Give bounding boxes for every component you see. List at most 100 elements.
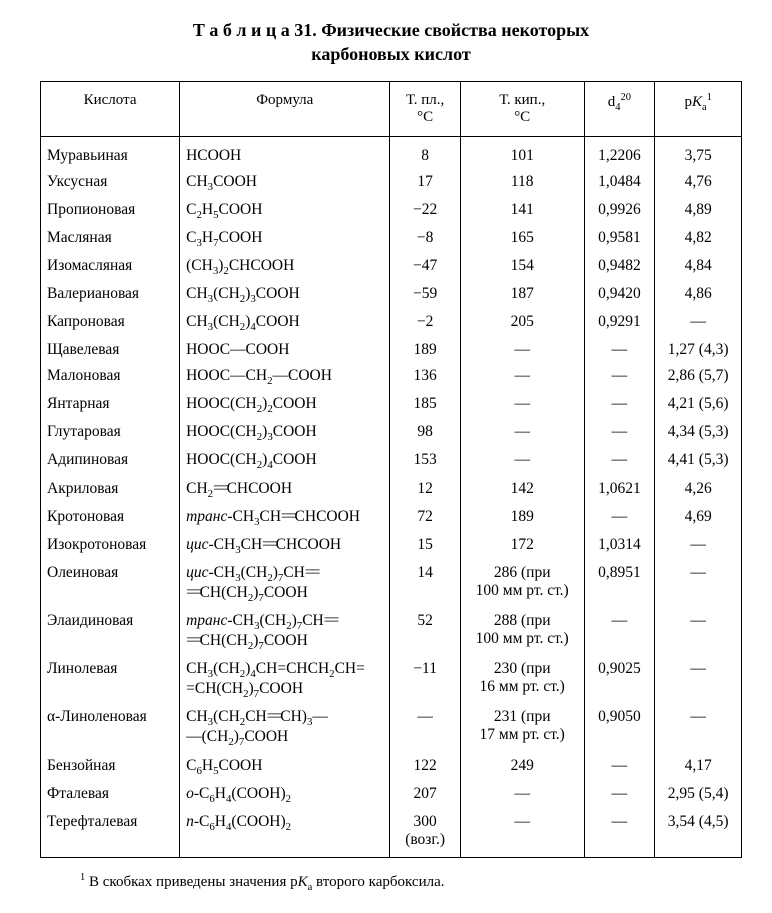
cell-name: Бензойная bbox=[41, 753, 180, 781]
cell-bp: 118 bbox=[460, 169, 584, 197]
cell-mp: −59 bbox=[390, 281, 460, 309]
table-row: БензойнаяC6H5COOH122249—4,17 bbox=[41, 753, 742, 781]
cell-formula: транс-CH3(CH2)7CH====CH(CH2)7COOH bbox=[180, 608, 390, 656]
cell-dens: — bbox=[584, 781, 655, 809]
cell-name: Адипиновая bbox=[41, 447, 180, 475]
cell-pka: 2,95 (5,4) bbox=[655, 781, 742, 809]
cell-name: Элаидиновая bbox=[41, 608, 180, 656]
cell-bp: 230 (при16 мм рт. ст.) bbox=[460, 656, 584, 704]
col-pka: pKa1 bbox=[655, 81, 742, 136]
table-row: Фталеваяо-C6H4(COOH)2207——2,95 (5,4) bbox=[41, 781, 742, 809]
cell-formula: о-C6H4(COOH)2 bbox=[180, 781, 390, 809]
footnote: 1 В скобках приведены значения pKa второ… bbox=[80, 872, 742, 893]
col-dens: d420 bbox=[584, 81, 655, 136]
cell-mp: 14 bbox=[390, 560, 460, 608]
cell-mp: −8 bbox=[390, 225, 460, 253]
cell-pka: 3,54 (4,5) bbox=[655, 809, 742, 858]
cell-dens: 0,9581 bbox=[584, 225, 655, 253]
cell-pka: 3,75 bbox=[655, 136, 742, 169]
title-line2: карбоновых кислот bbox=[311, 44, 471, 64]
cell-dens: 1,0621 bbox=[584, 476, 655, 504]
cell-name: Терефталевая bbox=[41, 809, 180, 858]
cell-mp: 8 bbox=[390, 136, 460, 169]
cell-bp: 205 bbox=[460, 309, 584, 337]
cell-dens: 0,9025 bbox=[584, 656, 655, 704]
cell-bp: 189 bbox=[460, 504, 584, 532]
table-row: АдипиноваяHOOC(CH2)4COOH153——4,41 (5,3) bbox=[41, 447, 742, 475]
table-row: Олеиноваяцис-CH3(CH2)7CH====CH(CH2)7COOH… bbox=[41, 560, 742, 608]
cell-pka: 4,26 bbox=[655, 476, 742, 504]
cell-mp: 185 bbox=[390, 391, 460, 419]
table-row: МалоноваяHOOC—CH2—COOH136——2,86 (5,7) bbox=[41, 363, 742, 391]
cell-formula: C6H5COOH bbox=[180, 753, 390, 781]
cell-mp: 153 bbox=[390, 447, 460, 475]
cell-pka: — bbox=[655, 608, 742, 656]
cell-pka: — bbox=[655, 309, 742, 337]
table-row: ПропионоваяC2H5COOH−221410,99264,89 bbox=[41, 197, 742, 225]
cell-formula: HOOC(CH2)3COOH bbox=[180, 419, 390, 447]
table-row: ГлутароваяHOOC(CH2)3COOH98——4,34 (5,3) bbox=[41, 419, 742, 447]
cell-bp: 172 bbox=[460, 532, 584, 560]
cell-mp: 207 bbox=[390, 781, 460, 809]
cell-formula: HOOC(CH2)4COOH bbox=[180, 447, 390, 475]
cell-name: Фталевая bbox=[41, 781, 180, 809]
cell-dens: — bbox=[584, 753, 655, 781]
cell-name: α-Линоленовая bbox=[41, 704, 180, 752]
table-row: ЯнтарнаяHOOC(CH2)2COOH185——4,21 (5,6) bbox=[41, 391, 742, 419]
cell-mp: −22 bbox=[390, 197, 460, 225]
cell-pka: — bbox=[655, 560, 742, 608]
table-row: ВалериановаяCH3(CH2)3COOH−591870,94204,8… bbox=[41, 281, 742, 309]
table-row: α-ЛиноленоваяCH3(CH2CH==CH)3——(CH2)7COOH… bbox=[41, 704, 742, 752]
table-row: КапроноваяCH3(CH2)4COOH−22050,9291— bbox=[41, 309, 742, 337]
cell-formula: HOOC—CH2—COOH bbox=[180, 363, 390, 391]
cell-dens: 1,0314 bbox=[584, 532, 655, 560]
cell-formula: CH3(CH2)4COOH bbox=[180, 309, 390, 337]
cell-bp: 101 bbox=[460, 136, 584, 169]
cell-formula: CH3(CH2)4CH=CHCH2CH==CH(CH2)7COOH bbox=[180, 656, 390, 704]
cell-mp: −47 bbox=[390, 253, 460, 281]
cell-bp: — bbox=[460, 809, 584, 858]
cell-formula: CH3(CH2)3COOH bbox=[180, 281, 390, 309]
cell-pka: 4,76 bbox=[655, 169, 742, 197]
acids-table: Кислота Формула Т. пл.,°C Т. кип.,°C d42… bbox=[40, 81, 742, 858]
cell-mp: −11 bbox=[390, 656, 460, 704]
cell-bp: — bbox=[460, 391, 584, 419]
cell-mp: −2 bbox=[390, 309, 460, 337]
table-row: УксуснаяCH3COOH171181,04844,76 bbox=[41, 169, 742, 197]
cell-dens: — bbox=[584, 504, 655, 532]
cell-dens: — bbox=[584, 809, 655, 858]
cell-mp: 72 bbox=[390, 504, 460, 532]
cell-mp: 136 bbox=[390, 363, 460, 391]
cell-name: Линолевая bbox=[41, 656, 180, 704]
cell-name: Муравьиная bbox=[41, 136, 180, 169]
cell-pka: 4,69 bbox=[655, 504, 742, 532]
cell-name: Пропионовая bbox=[41, 197, 180, 225]
cell-name: Изокротоновая bbox=[41, 532, 180, 560]
cell-pka: — bbox=[655, 656, 742, 704]
cell-dens: — bbox=[584, 391, 655, 419]
cell-pka: 4,89 bbox=[655, 197, 742, 225]
cell-name: Кротоновая bbox=[41, 504, 180, 532]
cell-dens: 0,8951 bbox=[584, 560, 655, 608]
cell-formula: n-C6H4(COOH)2 bbox=[180, 809, 390, 858]
cell-bp: — bbox=[460, 337, 584, 363]
cell-bp: 154 bbox=[460, 253, 584, 281]
table-row: Терефталеваяn-C6H4(COOH)2300(возг.)——3,5… bbox=[41, 809, 742, 858]
cell-pka: 4,82 bbox=[655, 225, 742, 253]
cell-bp: 165 bbox=[460, 225, 584, 253]
table-row: Изомасляная(CH3)2CHCOOH−471540,94824,84 bbox=[41, 253, 742, 281]
cell-pka: 1,27 (4,3) bbox=[655, 337, 742, 363]
cell-bp: — bbox=[460, 419, 584, 447]
page-root: Т а б л и ц а 31. Физические свойства не… bbox=[0, 0, 772, 913]
cell-pka: 2,86 (5,7) bbox=[655, 363, 742, 391]
cell-bp: 231 (при17 мм рт. ст.) bbox=[460, 704, 584, 752]
cell-formula: HOOC(CH2)2COOH bbox=[180, 391, 390, 419]
cell-dens: — bbox=[584, 447, 655, 475]
cell-formula: C3H7COOH bbox=[180, 225, 390, 253]
cell-mp: 189 bbox=[390, 337, 460, 363]
cell-bp: 187 bbox=[460, 281, 584, 309]
cell-bp: 142 bbox=[460, 476, 584, 504]
cell-dens: 0,9926 bbox=[584, 197, 655, 225]
cell-name: Щавелевая bbox=[41, 337, 180, 363]
cell-mp: 300(возг.) bbox=[390, 809, 460, 858]
